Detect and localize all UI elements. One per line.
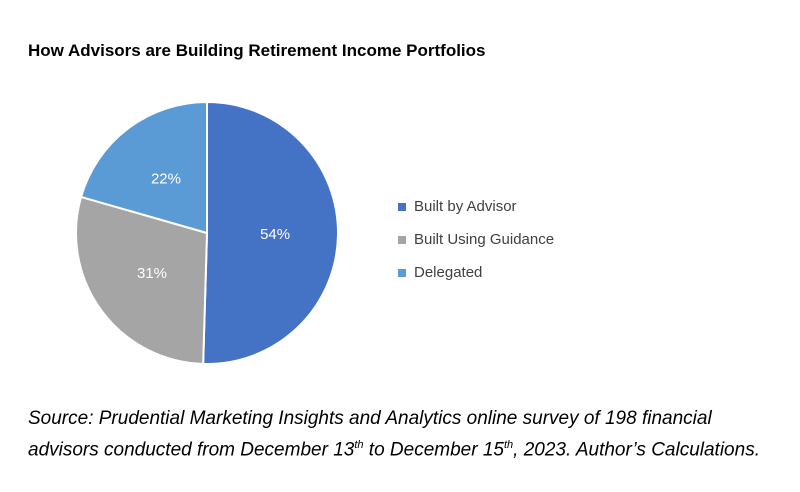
source-note: Source: Prudential Marketing Insights an… xyxy=(28,405,798,463)
legend-label: Built by Advisor xyxy=(414,198,517,215)
data-label: 54% xyxy=(260,226,290,243)
chart-title: How Advisors are Building Retirement Inc… xyxy=(28,41,486,60)
pie-slice-built-using-guidance xyxy=(75,195,209,365)
superscript: th xyxy=(354,439,364,451)
legend-swatch xyxy=(398,235,406,244)
data-label: 31% xyxy=(137,265,167,282)
superscript: th xyxy=(503,439,514,451)
legend-swatch xyxy=(398,202,406,211)
source-text: to December 15 xyxy=(363,439,504,461)
legend-item: Built Using Guidance xyxy=(398,223,554,256)
source-line-2: advisors conducted from December 13th to… xyxy=(28,432,798,463)
legend-swatch xyxy=(398,268,406,277)
legend-item: Built by Advisor xyxy=(398,190,554,223)
data-label: 22% xyxy=(151,171,181,188)
legend-label: Built Using Guidance xyxy=(414,231,555,248)
legend: Built by Advisor Built Using Guidance De… xyxy=(398,190,554,289)
legend-label: Delegated xyxy=(414,264,483,281)
pie-slice-delegated xyxy=(79,100,208,235)
source-line-1: Source: Prudential Marketing Insights an… xyxy=(28,408,712,429)
source-text: , 2023. Author’s Calculations. xyxy=(513,439,760,461)
source-text: advisors conducted from December 13 xyxy=(28,439,355,461)
pie-slice-built-by-advisor xyxy=(202,100,339,365)
legend-item: Delegated xyxy=(398,256,554,289)
